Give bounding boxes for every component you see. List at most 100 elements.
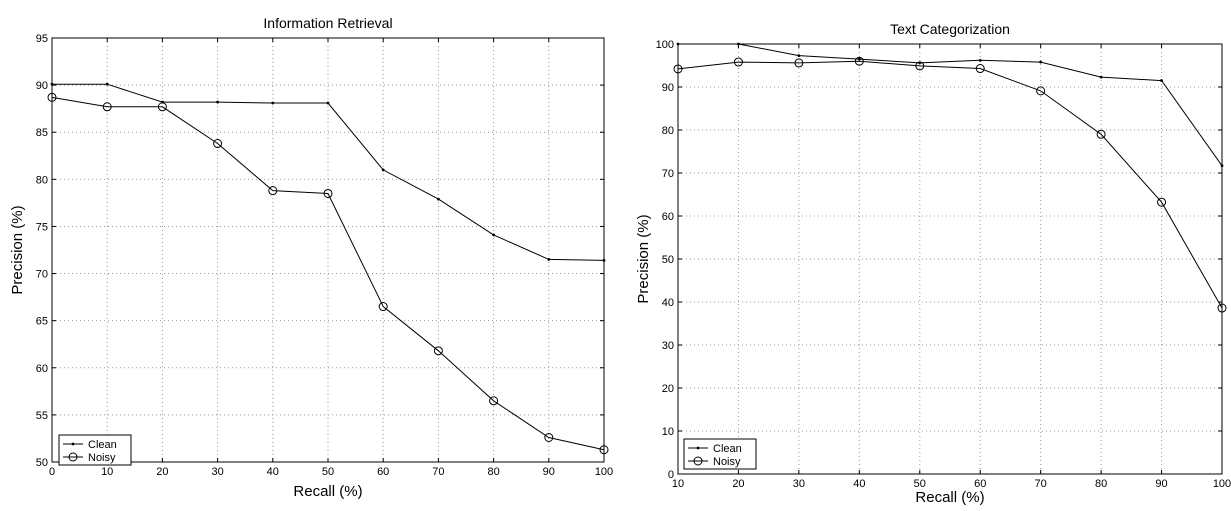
chart-1-series-clean-point-80 bbox=[492, 233, 495, 237]
chart-1-legend-box bbox=[58, 434, 132, 466]
chart-1-series-clean-point-0 bbox=[50, 82, 54, 86]
chart-2-series-clean-point-80 bbox=[1099, 75, 1103, 79]
chart-1-xtick-label-40: 40 bbox=[267, 466, 279, 478]
chart-1-xtick-label-50: 50 bbox=[322, 466, 334, 478]
chart-1-xtick-label-90: 90 bbox=[543, 466, 555, 478]
chart-1-ytick-label-75: 75 bbox=[36, 221, 48, 233]
chart-1-series-noisy-point-30 bbox=[213, 139, 223, 149]
chart-2-xtick-label-50: 50 bbox=[914, 478, 926, 490]
chart-1: 0 10 20 30 40 50 60 70 80 90 100 50 55 60 65 70 75 80 85 90… bbox=[9, 15, 613, 500]
chart-2-ytick-label-30: 30 bbox=[662, 340, 674, 352]
chart-1-legend-clean-swatch-marker bbox=[71, 442, 75, 446]
chart-1-series-noisy-point-40 bbox=[268, 186, 278, 196]
chart-1-xtick-label-30: 30 bbox=[211, 466, 223, 478]
chart-1-series-clean-point-100 bbox=[602, 258, 606, 262]
chart-2-series-noisy-point-50 bbox=[915, 61, 925, 71]
chart-1-xtick-label-20: 20 bbox=[156, 466, 168, 478]
chart-2-ytick-label-80: 80 bbox=[662, 125, 674, 137]
chart-2-legend-clean-swatch-marker bbox=[696, 446, 700, 450]
chart-2-series-clean-point-30 bbox=[797, 54, 801, 58]
chart-2-series-noisy-point-100 bbox=[1217, 303, 1227, 313]
chart-2-series-noisy bbox=[673, 56, 1227, 313]
chart-2-series-clean-line bbox=[678, 43, 1223, 166]
chart-1-ylabel: Precision (%) bbox=[9, 205, 26, 294]
chart-1-ytick-label-60: 60 bbox=[36, 363, 48, 375]
chart-2-xtick-label-90: 90 bbox=[1155, 478, 1167, 490]
chart-2-series-clean-point-10 bbox=[676, 42, 680, 46]
chart-1-ytick-label-95: 95 bbox=[36, 33, 48, 45]
chart-2-legend-clean-label: Clean bbox=[713, 443, 742, 455]
chart-2-series-noisy-point-70 bbox=[1036, 86, 1046, 96]
chart-1-series-noisy-point-0 bbox=[47, 92, 57, 102]
chart-1-ytick-label-50: 50 bbox=[36, 457, 48, 469]
chart-1-legend-noisy-label: Noisy bbox=[88, 452, 116, 464]
chart-2-title: Text Categorization bbox=[890, 21, 1010, 37]
chart-2-series-noisy-point-40 bbox=[854, 56, 864, 66]
chart-1-xtick-label-70: 70 bbox=[432, 466, 444, 478]
chart-1-title: Information Retrieval bbox=[263, 15, 392, 31]
chart-1-series-noisy-point-90 bbox=[544, 433, 554, 443]
chart-2-legend-noisy-swatch-marker bbox=[693, 456, 703, 466]
chart-2-series-noisy-point-60 bbox=[975, 64, 985, 74]
chart-1-ytick-label-55: 55 bbox=[36, 410, 48, 422]
chart-1-series-clean-point-50 bbox=[326, 101, 330, 105]
chart-2-series-clean-point-90 bbox=[1160, 79, 1163, 82]
chart-2-ylabel: Precision (%) bbox=[635, 214, 652, 303]
chart-1-series-clean-point-70 bbox=[437, 197, 440, 201]
chart-2-series-clean-point-40 bbox=[857, 57, 861, 61]
chart-1-xtick-label-80: 80 bbox=[487, 466, 499, 478]
chart-1-legend-noisy-swatch-marker bbox=[68, 452, 78, 462]
chart-2-series-noisy-point-30 bbox=[794, 58, 804, 68]
chart-2-xtick-label-80: 80 bbox=[1095, 478, 1107, 490]
chart-2-series-noisy-point-20 bbox=[733, 57, 743, 67]
chart-1-series-noisy-point-50 bbox=[323, 188, 333, 198]
chart-2-series-noisy-point-10 bbox=[673, 64, 683, 74]
chart-2-xtick-label-20: 20 bbox=[732, 478, 744, 490]
chart-1-xtick-label-60: 60 bbox=[377, 466, 389, 478]
chart-1-xlabel: Recall (%) bbox=[293, 483, 362, 500]
chart-2-ytick-label-70: 70 bbox=[662, 168, 674, 180]
chart-2-series-clean-point-60 bbox=[978, 58, 982, 62]
chart-2-ytick-label-10: 10 bbox=[662, 426, 674, 438]
chart-2-xtick-label-100: 100 bbox=[1213, 478, 1231, 490]
chart-2-series-clean-point-20 bbox=[737, 42, 740, 46]
chart-2-xtick-label-30: 30 bbox=[793, 478, 805, 490]
chart-2-series-noisy-line bbox=[677, 60, 1223, 309]
chart-1-series-clean-point-40 bbox=[271, 101, 275, 105]
chart-1-xtick-label-100: 100 bbox=[595, 466, 613, 478]
chart-1-series-noisy-line bbox=[51, 96, 605, 451]
chart-1-legend-clean-label: Clean bbox=[88, 439, 117, 451]
chart-1-ytick-label-90: 90 bbox=[36, 80, 48, 92]
chart-1-series-noisy-point-80 bbox=[489, 396, 499, 406]
chart-2-ytick-label-100: 100 bbox=[656, 39, 674, 51]
chart-2-ytick-label-50: 50 bbox=[662, 254, 674, 266]
chart-1-ytick-label-65: 65 bbox=[36, 316, 48, 328]
chart-1-series-clean-point-90 bbox=[547, 258, 551, 261]
chart-2-ytick-label-40: 40 bbox=[662, 297, 674, 309]
chart-2-legend-noisy-label: Noisy bbox=[713, 456, 741, 468]
chart-1-ytick-label-80: 80 bbox=[36, 174, 48, 186]
chart-1-series-noisy-point-100 bbox=[599, 445, 609, 455]
chart-1-series-noisy-point-70 bbox=[433, 346, 443, 356]
chart-2-ytick-label-90: 90 bbox=[662, 82, 674, 94]
chart-2-xlabel: Recall (%) bbox=[915, 489, 984, 506]
chart-1-series-clean-point-10 bbox=[105, 82, 109, 86]
chart-1-series-noisy-point-10 bbox=[102, 102, 112, 112]
chart-1-xtick-label-10: 10 bbox=[101, 466, 113, 478]
chart-1-series-clean-point-60 bbox=[381, 168, 385, 172]
chart-2-series-clean bbox=[676, 42, 1224, 168]
chart-2-series-noisy-point-80 bbox=[1096, 129, 1106, 139]
chart-2: 10 20 30 40 50 60 70 80 90 1000102030405060708090… bbox=[635, 21, 1231, 506]
chart-1-series-noisy-point-20 bbox=[157, 102, 167, 112]
chart-1-series-clean-point-30 bbox=[216, 100, 220, 104]
chart-1-ytick-label-70: 70 bbox=[36, 269, 48, 281]
chart-1-xtick-label-0: 0 bbox=[49, 466, 55, 478]
chart-1-series-noisy bbox=[47, 92, 609, 455]
chart-2-xtick-label-10: 10 bbox=[672, 478, 684, 490]
chart-2-ytick-label-0: 0 bbox=[668, 469, 674, 481]
chart-2-series-clean-point-70 bbox=[1039, 60, 1043, 64]
chart-2-xtick-label-60: 60 bbox=[974, 478, 986, 490]
